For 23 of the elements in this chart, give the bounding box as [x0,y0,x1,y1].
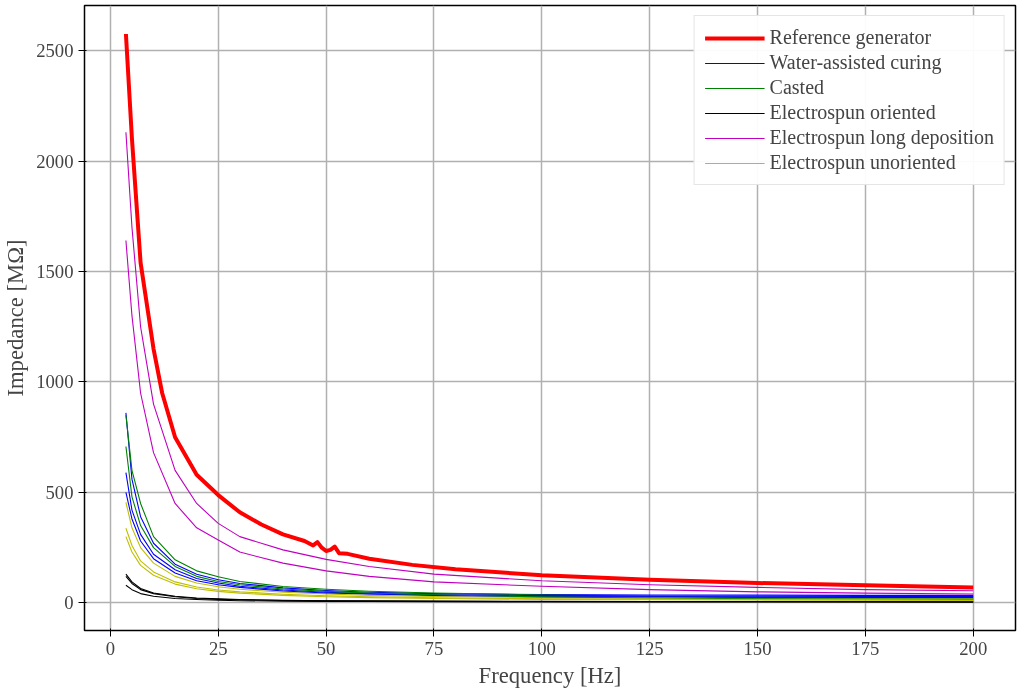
x-axis-title: Frequency [Hz] [478,662,622,688]
legend-label: Electrospun oriented [769,101,936,124]
x-tick-label: 150 [743,637,772,659]
y-tick-label: 2000 [36,150,74,172]
y-tick-label: 1500 [36,261,74,282]
x-tick-label: 0 [105,637,116,659]
y-tick-label: 1000 [36,371,74,393]
legend-label: Casted [769,76,825,99]
legend-label: Reference generator [769,26,932,49]
x-tick-label: 100 [527,637,556,659]
x-tick-label: 25 [208,637,228,659]
x-tick-label: 175 [851,637,880,659]
y-axis-title: Impedance [MΩ] [3,239,29,397]
x-tick-label: 50 [316,637,336,659]
x-tick-label: 75 [424,637,444,659]
y-tick-label: 2500 [36,40,74,62]
legend-label: Water-assisted curing [769,51,942,74]
x-tick-label: 200 [959,637,988,659]
y-tick-label: 0 [64,592,74,614]
legend-label: Electrospun unoriented [769,151,956,174]
legend-label: Electrospun long deposition [769,126,994,149]
x-tick-label: 125 [635,637,664,659]
y-tick-label: 500 [45,481,74,503]
